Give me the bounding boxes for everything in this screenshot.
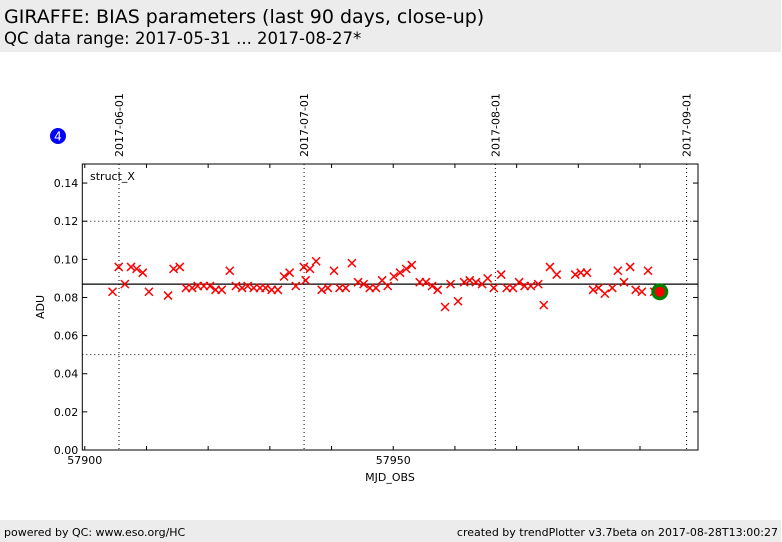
- date-label: 2017-08-01: [489, 93, 502, 157]
- y-tick-label: 0.08: [54, 291, 79, 304]
- data-point: [401, 264, 411, 274]
- page-title: GIRAFFE: BIAS parameters (last 90 days, …: [4, 6, 485, 28]
- data-point: [625, 262, 635, 272]
- data-point: [582, 268, 592, 278]
- data-point: [126, 262, 136, 272]
- data-point: [588, 285, 598, 295]
- data-point: [175, 262, 185, 272]
- data-point: [421, 277, 431, 287]
- data-point: [607, 283, 617, 293]
- data-point: [395, 268, 405, 278]
- data-point: [231, 281, 241, 291]
- data-point: [643, 266, 653, 276]
- data-point: [237, 283, 247, 293]
- footer: powered by QC: www.eso.org/HC created by…: [0, 520, 781, 542]
- data-point: [613, 266, 623, 276]
- data-point: [471, 277, 481, 287]
- data-point: [407, 260, 417, 270]
- data-point: [305, 264, 315, 274]
- data-point: [496, 270, 506, 280]
- y-tick-label: 0.12: [54, 215, 79, 228]
- date-label: 2017-09-01: [681, 93, 694, 157]
- data-point: [107, 287, 118, 297]
- data-point: [132, 264, 142, 274]
- y-tick-label: 0.04: [54, 368, 79, 381]
- data-point: [440, 302, 450, 312]
- footer-created: created by trendPlotter v3.7beta on 2017…: [456, 526, 778, 539]
- plot-frame: [81, 163, 699, 451]
- data-point: [526, 281, 536, 291]
- data-point: [619, 277, 629, 287]
- date-label: 2017-06-01: [113, 93, 126, 157]
- data-point: [552, 270, 562, 280]
- x-tick-label: 57900: [67, 454, 102, 467]
- data-point: [144, 287, 154, 297]
- data-point: [514, 277, 524, 287]
- data-point: [291, 281, 301, 291]
- data-point: [359, 279, 369, 289]
- y-tick-label: 0.06: [54, 330, 79, 343]
- data-point: [389, 271, 399, 282]
- y-tick-label: 0.14: [54, 177, 79, 190]
- data-point: [279, 271, 289, 282]
- data-point: [260, 283, 271, 293]
- data-point: [187, 283, 197, 293]
- data-point: [217, 285, 227, 295]
- data-point: [317, 285, 327, 295]
- data-point: [637, 287, 647, 297]
- data-point: [427, 281, 437, 291]
- data-point: [311, 256, 321, 266]
- data-point: [545, 262, 555, 272]
- data-point: [453, 296, 463, 306]
- count-badge-label: 4: [54, 130, 62, 144]
- header: GIRAFFE: BIAS parameters (last 90 days, …: [0, 0, 781, 52]
- data-point: [353, 277, 363, 287]
- data-point: [483, 273, 493, 283]
- count-badge: [50, 128, 66, 144]
- data-point: [243, 281, 253, 291]
- x-tick-label: 57950: [376, 454, 411, 467]
- data-point: [433, 285, 443, 295]
- data-point: [383, 281, 393, 291]
- footer-credit: powered by QC: www.eso.org/HC: [4, 526, 186, 539]
- data-point: [301, 275, 311, 285]
- data-point: [225, 266, 235, 276]
- y-tick-label: 0.10: [54, 253, 79, 266]
- data-point: [299, 262, 309, 272]
- x-axis-label: MJD_OBS: [365, 471, 415, 484]
- data-point: [114, 262, 124, 272]
- data-point: [533, 279, 543, 289]
- panel-label: struct_X: [90, 170, 135, 183]
- page-subtitle: QC data range: 2017-05-31 ... 2017-08-27…: [4, 29, 362, 48]
- data-point: [347, 258, 357, 268]
- data-point: [446, 279, 456, 289]
- data-point: [205, 281, 215, 291]
- data-point: [169, 264, 179, 274]
- data-point: [273, 285, 283, 295]
- data-point: [285, 268, 295, 278]
- date-label: 2017-07-01: [298, 93, 311, 157]
- data-point: [329, 266, 339, 276]
- data-point: [138, 268, 148, 278]
- data-point: [570, 270, 580, 280]
- data-point: [323, 283, 333, 293]
- data-point: [371, 283, 381, 293]
- data-point: [539, 300, 549, 310]
- data-point: [489, 283, 499, 293]
- data-point: [600, 289, 610, 299]
- data-point: [120, 279, 130, 289]
- data-point: [631, 285, 641, 295]
- highlight-point: [654, 286, 665, 297]
- data-point: [163, 291, 173, 301]
- data-point: [459, 277, 469, 287]
- y-tick-label: 0.00: [54, 444, 79, 457]
- data-point: [465, 275, 475, 285]
- data-point: [341, 283, 351, 293]
- y-axis-label: ADU: [34, 295, 47, 319]
- y-tick-label: 0.02: [54, 406, 79, 419]
